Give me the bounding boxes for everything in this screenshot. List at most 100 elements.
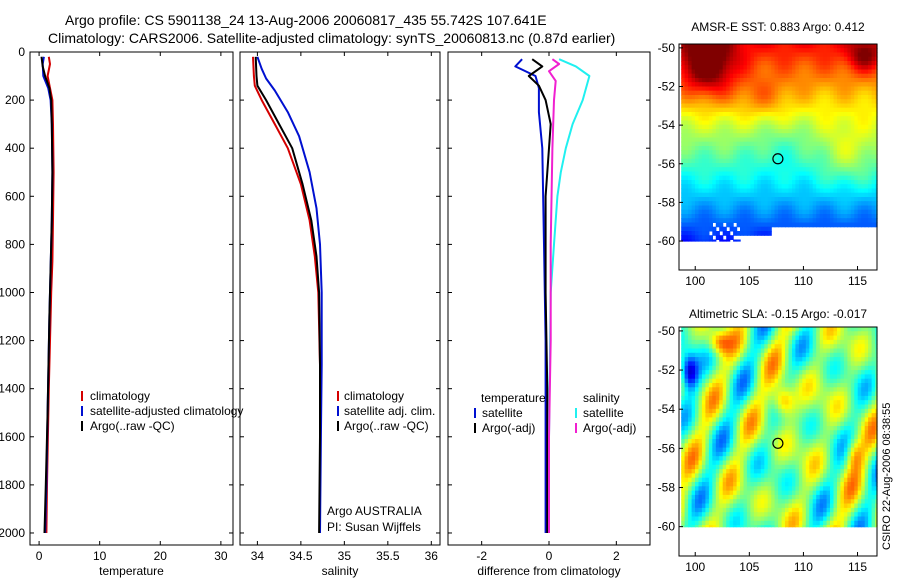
sst_map-heatmap-cell bbox=[847, 163, 852, 168]
sla_map-heatmap-cell bbox=[701, 473, 706, 479]
sla_map-heatmap-cell bbox=[843, 430, 848, 436]
sla_map-heatmap-cell bbox=[833, 387, 838, 393]
sst_map-heatmap-cell bbox=[802, 120, 807, 126]
sla_map-heatmap-cell bbox=[705, 439, 710, 444]
sst_map-heatmap-cell bbox=[792, 150, 797, 155]
sst_map-heatmap-cell bbox=[826, 141, 831, 147]
sst_map-heatmap-cell bbox=[850, 167, 855, 172]
sla_map-heatmap-cell bbox=[823, 451, 828, 457]
sst_map-heatmap-cell bbox=[705, 235, 710, 240]
sla_map-heatmap-cell bbox=[760, 344, 765, 350]
sst_map-heatmap-cell bbox=[805, 146, 810, 151]
sla_map-heatmap-cell bbox=[698, 456, 703, 462]
sst_map-heatmap-cell bbox=[764, 52, 769, 58]
sst_map-heatmap-cell bbox=[701, 226, 706, 232]
sst_map-heatmap-cell bbox=[861, 48, 866, 53]
sst_map-heatmap-cell bbox=[809, 129, 814, 134]
sla_map-heatmap-cell bbox=[743, 387, 748, 393]
sst_map-heatmap-cell bbox=[875, 167, 878, 172]
sst_map-heatmap-cell bbox=[767, 82, 772, 87]
sla_map-heatmap-cell bbox=[830, 327, 835, 332]
sla_map-heatmap-cell bbox=[795, 439, 800, 444]
sst_map-heatmap-cell bbox=[816, 192, 821, 198]
sla_map-heatmap-cell bbox=[691, 494, 696, 500]
sst_map-heatmap-cell bbox=[809, 124, 814, 130]
sla_map-heatmap-cell bbox=[833, 439, 838, 444]
sla_map-heatmap-cell bbox=[830, 387, 835, 393]
sla_map-heatmap-cell bbox=[750, 430, 755, 436]
sla_map-heatmap-cell bbox=[684, 464, 689, 470]
sla_map-heatmap-cell bbox=[764, 456, 769, 462]
sst_map-heatmap-cell bbox=[733, 192, 738, 198]
sla_map-heatmap-cell bbox=[743, 443, 748, 449]
sst_map-heatmap-cell bbox=[843, 175, 848, 181]
sla_map-heatmap-cell bbox=[795, 456, 800, 462]
sla_map-heatmap-cell bbox=[830, 477, 835, 483]
sla_map-heatmap-cell bbox=[805, 443, 810, 449]
sst_map-heatmap-cell bbox=[715, 197, 720, 202]
sla_map-heatmap-cell bbox=[722, 430, 727, 436]
sst_map-heatmap-cell bbox=[701, 150, 706, 155]
sla_map-heatmap-cell bbox=[684, 395, 689, 401]
sla_map-heatmap-cell bbox=[826, 421, 831, 427]
sla_map-heatmap-cell bbox=[698, 469, 703, 474]
sst_map-heatmap-cell bbox=[726, 65, 731, 70]
sla_map-heatmap-cell bbox=[868, 443, 873, 449]
sla_map-heatmap-cell bbox=[847, 361, 852, 367]
sst_map-heatmap-cell bbox=[795, 175, 800, 181]
sla_map-heatmap-cell bbox=[802, 365, 807, 371]
sla_map-heatmap-cell bbox=[691, 451, 696, 457]
sst_map-heatmap-cell bbox=[729, 197, 734, 202]
difference-xtick-label: -2 bbox=[476, 549, 487, 563]
sla_map-heatmap-cell bbox=[795, 378, 800, 384]
sla_map-heatmap-cell bbox=[688, 327, 693, 332]
sst_map-heatmap-cell bbox=[708, 180, 713, 185]
sla_map-heatmap-cell bbox=[840, 434, 845, 440]
sst_map-heatmap-cell bbox=[729, 167, 734, 172]
sla_map-heatmap-cell bbox=[819, 426, 824, 431]
sst_map-heatmap-cell bbox=[798, 99, 803, 104]
sla_map-heatmap-cell bbox=[843, 374, 848, 380]
sst_map-heatmap-cell bbox=[788, 61, 793, 66]
sst_map-heatmap-cell bbox=[726, 158, 731, 164]
sla_map-heatmap-cell bbox=[798, 352, 803, 358]
sst_map-heatmap-cell bbox=[764, 56, 769, 62]
sla_map-heatmap-cell bbox=[785, 447, 790, 453]
sla_map-heatmap-cell bbox=[774, 335, 779, 341]
sst_map-heatmap-cell bbox=[750, 180, 755, 185]
sla_map-heatmap-cell bbox=[864, 451, 869, 457]
sla_map-heatmap-cell bbox=[757, 348, 762, 354]
sst_map-heatmap-cell bbox=[805, 73, 810, 79]
sst_map-heatmap-cell bbox=[746, 116, 751, 121]
sla_map-heatmap-cell bbox=[722, 499, 727, 505]
sst_map-heatmap-cell bbox=[729, 73, 734, 79]
sla_map-heatmap-cell bbox=[833, 352, 838, 358]
sla_map-heatmap-cell bbox=[764, 383, 769, 388]
sst_map-heatmap-cell bbox=[750, 146, 755, 151]
sst_map-heatmap-cell bbox=[691, 218, 696, 223]
sst_map-heatmap-cell bbox=[819, 69, 824, 75]
sla_map-heatmap-cell bbox=[715, 348, 720, 354]
sla_map-heatmap-cell bbox=[743, 413, 748, 418]
sla_map-heatmap-cell bbox=[812, 370, 817, 375]
sst_map-heatmap-cell bbox=[840, 90, 845, 96]
sst_map-heatmap-cell bbox=[805, 116, 810, 121]
sst_map-heatmap-cell bbox=[722, 205, 727, 211]
sst_map-heatmap-cell bbox=[760, 163, 765, 168]
sst_map-heatmap-cell bbox=[854, 175, 859, 181]
sla_map-heatmap-cell bbox=[760, 348, 765, 354]
sla_map-heatmap-cell bbox=[840, 335, 845, 341]
sst_map-heatmap-cell bbox=[864, 171, 869, 177]
sla_map-heatmap-cell bbox=[750, 477, 755, 483]
sst_map-heatmap-cell bbox=[736, 69, 741, 75]
sla_map-heatmap-cell bbox=[767, 413, 772, 418]
sst_map-heatmap-cell bbox=[792, 154, 797, 160]
sst_map-heatmap-cell bbox=[819, 188, 824, 194]
sla_map-heatmap-cell bbox=[684, 383, 689, 388]
sst_map-heatmap-cell bbox=[837, 61, 842, 66]
sla_map-heatmap-cell bbox=[826, 391, 831, 397]
sst_map-heatmap-cell bbox=[750, 154, 755, 160]
sla_map-heatmap-cell bbox=[760, 490, 765, 496]
sst_map-heatmap-cell bbox=[774, 197, 779, 202]
sla_map-heatmap-cell bbox=[681, 421, 686, 427]
